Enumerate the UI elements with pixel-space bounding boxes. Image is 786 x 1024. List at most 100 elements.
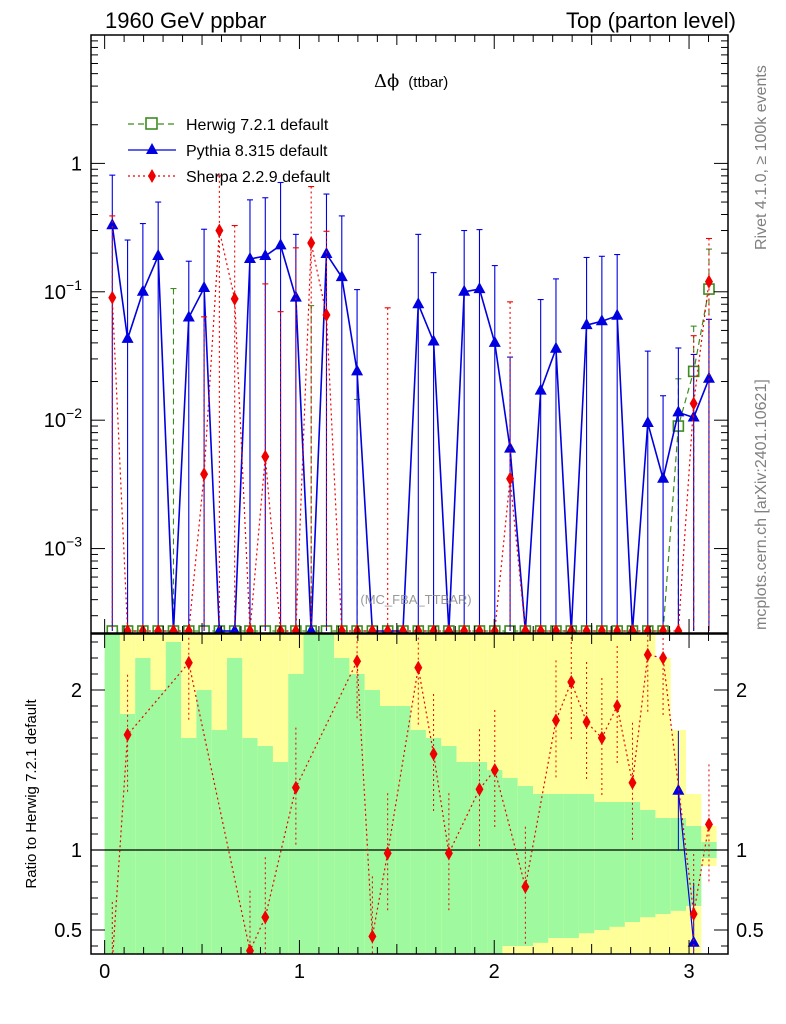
ratio-ytick-label-left: 0.5 xyxy=(54,920,82,942)
point-sherpa xyxy=(368,624,377,633)
point-pythia xyxy=(672,405,685,417)
ratio-point-sherpa xyxy=(261,910,270,925)
point-pythia xyxy=(473,282,486,294)
band-green-bin xyxy=(119,714,136,954)
point-sherpa xyxy=(123,624,132,633)
band-green-bin xyxy=(135,658,151,954)
ratio-series-layer xyxy=(111,634,713,954)
band-green-bin xyxy=(517,786,534,946)
point-pythia xyxy=(595,314,608,326)
ratio-xtick-label: 1 xyxy=(294,961,305,983)
point-sherpa xyxy=(460,624,469,633)
ratio-point-sherpa xyxy=(353,654,362,669)
band-green-bin xyxy=(364,690,381,954)
band-green-bin xyxy=(104,634,120,954)
ratio-ytick-label-left: 1 xyxy=(71,840,82,862)
point-sherpa xyxy=(597,624,606,633)
ratio-point-sherpa xyxy=(659,651,668,665)
ratio-ylabel: Ratio to Herwig 7.2.1 default xyxy=(23,699,40,889)
band-green-bin xyxy=(380,706,396,954)
ratio-point-sherpa xyxy=(704,817,713,832)
point-sherpa xyxy=(551,624,560,633)
ratio-point-sherpa xyxy=(582,715,591,729)
ratio-point-sherpa xyxy=(521,879,530,894)
ratio-point-sherpa xyxy=(184,655,193,670)
band-green-bin xyxy=(303,634,319,954)
mcplots-label: mcplots.cern.ch [arXiv:2401.10621] xyxy=(753,379,770,630)
band-green-bin xyxy=(349,674,365,954)
ratio-point-sherpa xyxy=(475,782,484,797)
main-ytick-label: 10−2 xyxy=(44,405,82,432)
band-green-bin xyxy=(624,802,641,922)
band-green-bin xyxy=(318,634,335,954)
point-sherpa xyxy=(704,274,713,289)
point-pythia xyxy=(657,471,670,483)
point-sherpa xyxy=(659,624,668,633)
point-sherpa xyxy=(138,624,147,633)
point-sherpa xyxy=(567,624,576,633)
ratio-axes: 0.5 0.5 1 1 2 2 0 1 2 3 xyxy=(54,634,764,983)
point-sherpa xyxy=(536,624,545,633)
point-pythia xyxy=(106,218,119,230)
ratio-point-sherpa xyxy=(597,731,606,745)
legend-sherpa-marker xyxy=(148,169,156,183)
ratio-ytick-label-left: 2 xyxy=(71,680,82,702)
legend-pythia-marker xyxy=(146,143,158,154)
point-sherpa xyxy=(291,624,300,633)
point-pythia xyxy=(335,270,348,282)
point-sherpa xyxy=(383,624,392,633)
point-sherpa xyxy=(261,449,270,464)
ratio-point-sherpa xyxy=(689,907,698,921)
point-pythia xyxy=(458,284,471,296)
ratio-point-sherpa xyxy=(613,699,622,713)
point-pythia xyxy=(274,238,287,250)
main-ytick-base: 10 xyxy=(44,282,66,304)
point-sherpa xyxy=(307,235,316,250)
legend-herwig-marker xyxy=(145,117,158,130)
series-line-sherpa xyxy=(111,230,710,632)
band-green-bin xyxy=(165,642,182,954)
ratio-frame xyxy=(90,633,729,955)
band-green-bin xyxy=(456,762,472,954)
ratio-point-sherpa xyxy=(368,929,377,944)
title-suffix: (ttbar) xyxy=(408,74,448,91)
band-green-bin xyxy=(334,658,350,954)
main-ytick-exponent: −1 xyxy=(66,277,82,293)
point-pythia xyxy=(136,284,149,296)
main-axes: 10−310−210−11 xyxy=(44,35,729,633)
point-sherpa xyxy=(337,624,346,633)
ratio-series-sherpa xyxy=(111,634,713,954)
point-sherpa xyxy=(398,624,407,633)
point-pythia xyxy=(152,248,165,260)
ratio-point-sherpa xyxy=(490,763,499,777)
ratio-ytick-label-right: 1 xyxy=(736,840,747,862)
point-pythia xyxy=(259,248,272,260)
band-green-bin xyxy=(655,818,671,914)
band-green-bin xyxy=(670,818,687,911)
point-pythia xyxy=(427,334,440,346)
ratio-xtick-label: 2 xyxy=(489,961,500,983)
legend-pythia-label: Pythia 8.315 default xyxy=(186,143,328,160)
band-green-bin xyxy=(410,730,426,954)
point-pythia xyxy=(121,331,134,343)
band-green-bin xyxy=(594,802,610,930)
band-green-bin xyxy=(471,762,488,954)
ratio-point-sherpa xyxy=(245,943,254,954)
main-ytick-exponent: −3 xyxy=(66,534,82,550)
legend-entry-pythia: Pythia 8.315 default xyxy=(128,143,328,160)
ratio-point-sherpa xyxy=(567,675,576,689)
point-pythia xyxy=(412,297,425,309)
point-sherpa xyxy=(506,471,515,486)
main-frame xyxy=(90,34,729,634)
point-sherpa xyxy=(215,223,224,238)
rivet-label: Rivet 4.1.0, ≥ 100k events xyxy=(753,65,770,250)
point-sherpa xyxy=(322,307,331,322)
band-green-bin xyxy=(487,770,503,954)
band-green-bin xyxy=(609,802,625,927)
point-sherpa xyxy=(613,624,622,633)
main-ytick-label: 10−3 xyxy=(44,534,82,561)
ratio-xtick-label: 0 xyxy=(99,961,110,983)
ratio-point-pythia xyxy=(687,935,700,947)
main-series-layer xyxy=(106,174,715,633)
point-sherpa xyxy=(490,624,499,633)
